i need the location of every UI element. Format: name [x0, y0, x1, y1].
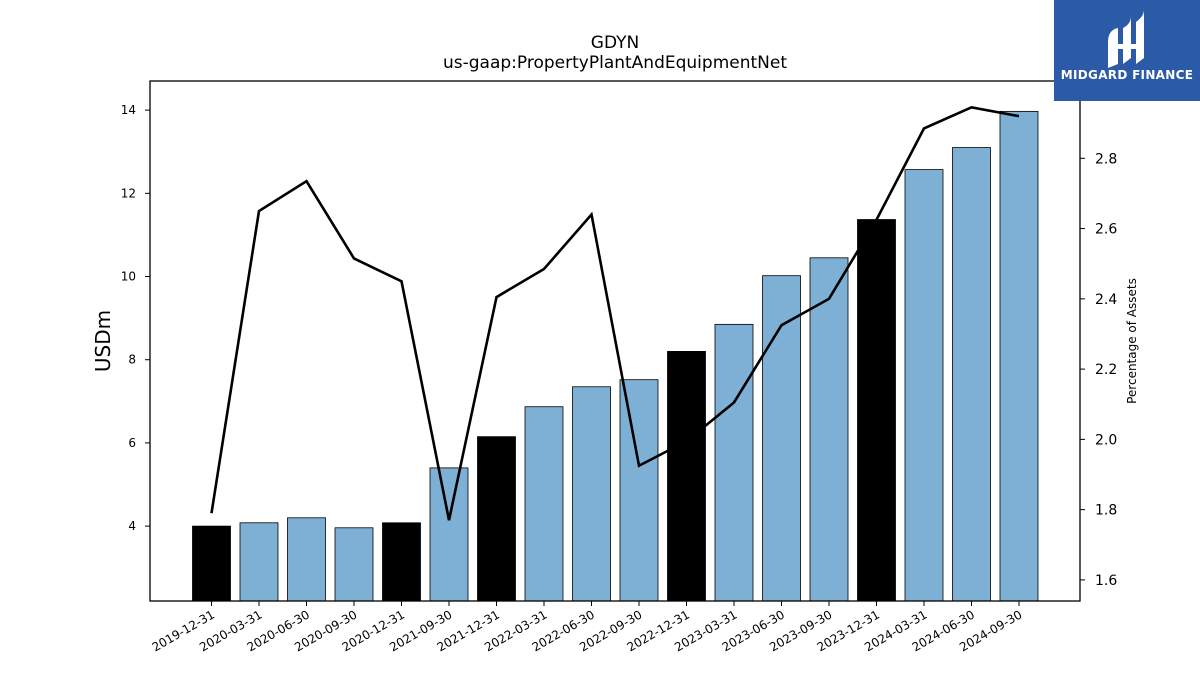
left-axis-ticks: 4 6 8 10 12 14: [121, 103, 150, 533]
y2-axis-label: Percentage of Assets: [1125, 278, 1139, 404]
bar-2023-09-30: [809, 257, 849, 602]
y-tick-label: 10: [121, 270, 136, 284]
percent-line-group: [210, 105, 1020, 521]
bar-2023-06-30: [762, 275, 801, 602]
bar-2020-03-31: [239, 522, 279, 602]
bar-2019-12-31: [192, 525, 231, 602]
right-axis-ticks: 1.6 1.8 2.0 2.2 2.4 2.6 2.8: [1080, 151, 1117, 589]
y-tick-label: 14: [121, 103, 136, 117]
logo-text: MIDGARD FINANCE: [1060, 68, 1194, 82]
chart-title: GDYN: [590, 33, 640, 53]
y2-tick-label: 2.8: [1095, 151, 1117, 167]
bar-2022-03-31: [524, 406, 564, 602]
y-tick-label: 8: [128, 353, 136, 367]
percent-of-assets-line: [210, 105, 1020, 521]
bar-2024-09-30: [999, 110, 1039, 602]
bars-group: [192, 110, 1039, 602]
bar-2022-12-31: [667, 350, 706, 602]
y2-tick-label: 1.6: [1095, 573, 1117, 589]
midgard-finance-logo-icon: [1108, 10, 1144, 68]
bar-2020-12-31: [382, 522, 421, 602]
bar-2021-09-30: [429, 467, 469, 602]
bar-2020-09-30: [334, 527, 374, 602]
midgard-finance-logo: MIDGARD FINANCE: [1054, 0, 1200, 101]
y2-tick-label: 2.2: [1095, 362, 1117, 378]
y2-tick-label: 1.8: [1095, 503, 1117, 519]
plot-frame: [149, 80, 1081, 602]
x-axis-ticks: 2019-12-312020-03-312020-06-302020-09-30…: [150, 601, 1025, 654]
y2-tick-label: 2.4: [1095, 292, 1117, 308]
y-axis-label: USDm: [91, 310, 115, 372]
y2-tick-label: 2.0: [1095, 432, 1117, 448]
y-tick-label: 4: [128, 519, 136, 533]
y-tick-label: 6: [128, 436, 136, 450]
bar-2022-06-30: [572, 386, 611, 602]
bar-2023-03-31: [714, 323, 754, 602]
bar-2020-06-30: [287, 517, 326, 602]
bar-2023-12-31: [857, 219, 896, 602]
y-tick-label: 12: [121, 186, 136, 200]
chart-subtitle: us-gaap:PropertyPlantAndEquipmentNet: [443, 53, 787, 73]
bar-2024-03-31: [904, 169, 944, 602]
bar-2024-06-30: [952, 147, 991, 602]
bar-2022-09-30: [619, 379, 659, 602]
bar-2021-12-31: [477, 436, 516, 602]
y2-tick-label: 2.6: [1095, 222, 1117, 238]
